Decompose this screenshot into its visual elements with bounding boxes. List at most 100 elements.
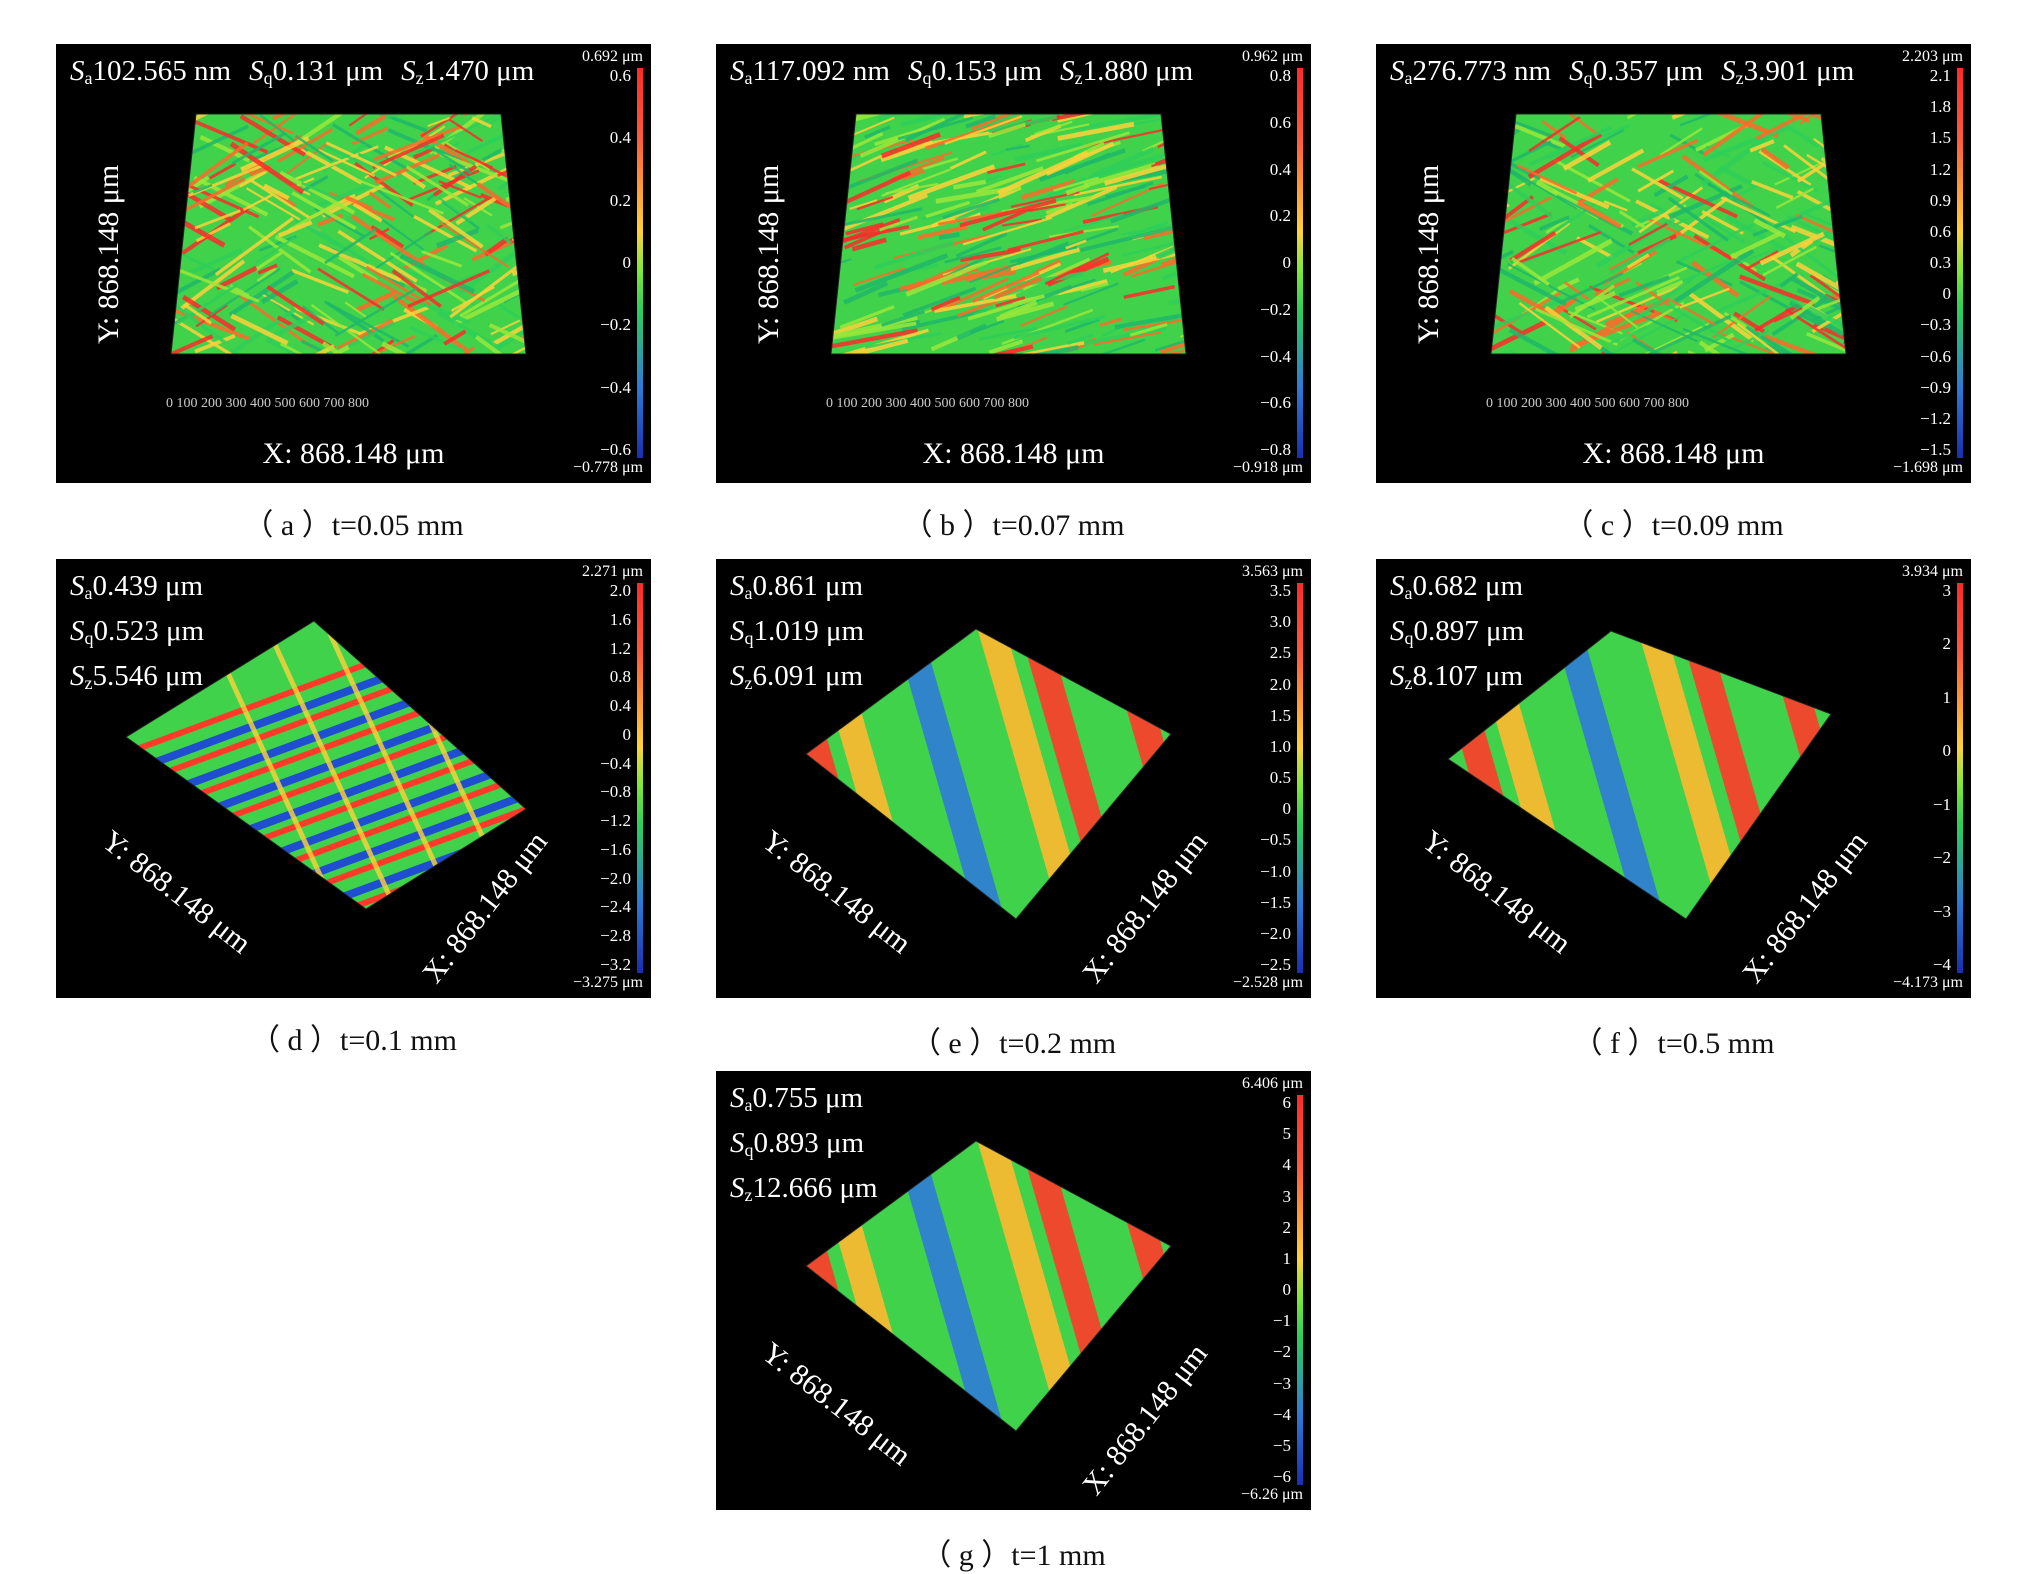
colorbar-tick-label: 0.2 <box>609 190 631 210</box>
caption-b: （ b ）t=0.07 mm <box>902 509 1125 542</box>
colorbar <box>1297 1095 1303 1485</box>
colorbar-tick-label: 3 <box>1942 581 1952 600</box>
x-axis-tick-labels: 0 100 200 300 400 500 600 700 800 <box>1486 396 1689 411</box>
colorbar-tick-label: 2.0 <box>1269 674 1291 694</box>
colorbar-min-label: −1.698 μm <box>1892 459 1963 476</box>
colorbar-tick-label: 0.6 <box>1929 221 1951 241</box>
y-axis-label: Y: 868.148 μm <box>752 164 785 344</box>
colorbar-tick-label: −2 <box>1932 848 1951 868</box>
roughness-value: Sz8.107 μm <box>1390 660 1524 693</box>
colorbar <box>1297 68 1303 458</box>
colorbar-max-label: 2.271 μm <box>581 563 643 580</box>
caption-a: （ a ）t=0.05 mm <box>243 509 464 542</box>
roughness-stats: Sa117.092 nm Sq0.153 μm Sz1.880 μm <box>730 52 1211 97</box>
colorbar-tick-label: 0.3 <box>1929 253 1951 272</box>
colorbar-tick-label: 2.1 <box>1929 66 1951 85</box>
colorbar-tick-label: 1.2 <box>609 638 631 658</box>
colorbar <box>1957 583 1963 973</box>
surface-panel-e: Sa0.861 μm Sq1.019 μm Sz6.091 μm 3.563 μm −2… <box>716 559 1311 998</box>
roughness-value: Sa0.682 μm <box>1390 570 1524 603</box>
colorbar-tick-label: −1.0 <box>1260 861 1291 881</box>
colorbar-tick-label: 2 <box>1942 634 1952 654</box>
roughness-stats: Sa0.682 μm Sq0.897 μm Sz8.107 μm <box>1390 567 1524 702</box>
roughness-value: Sq0.153 μm <box>907 55 1043 88</box>
colorbar-tick-label: 0 <box>1942 284 1952 304</box>
colorbar-tick-label: −3 <box>1932 901 1951 921</box>
colorbar-tick-label: 0 <box>1942 741 1952 761</box>
colorbar-min-label: −3.275 μm <box>572 974 643 991</box>
colorbar-tick-label: −0.4 <box>600 377 631 397</box>
roughness-value: Sq0.523 μm <box>70 615 205 648</box>
colorbar-tick-label: −1.2 <box>1920 408 1951 428</box>
surface-plot <box>830 113 1187 355</box>
colorbar-tick-label: −2.5 <box>1260 955 1291 974</box>
colorbar-tick-label: 6 <box>1282 1093 1292 1112</box>
colorbar-tick-label: 1.5 <box>1929 128 1951 148</box>
colorbar-tick-label: −0.9 <box>1920 377 1951 397</box>
colorbar-max-label: 0.962 μm <box>1241 48 1303 65</box>
colorbar-tick-label: −0.4 <box>600 753 631 773</box>
caption-f: （ f ）t=0.5 mm <box>1572 1027 1775 1060</box>
roughness-value: Sa0.439 μm <box>70 570 204 603</box>
roughness-value: Sa102.565 nm <box>70 55 232 88</box>
roughness-stats: Sa0.861 μm Sq1.019 μm Sz6.091 μm <box>730 567 864 702</box>
roughness-value: Sa0.861 μm <box>730 570 864 603</box>
colorbar-tick-label: −4 <box>1272 1404 1291 1424</box>
colorbar-tick-label: 1.2 <box>1929 159 1951 179</box>
surface-plot <box>805 628 1172 920</box>
colorbar-tick-label: −3.2 <box>600 955 631 974</box>
caption-e: （ e ）t=0.2 mm <box>910 1027 1117 1060</box>
roughness-value: Sq1.019 μm <box>730 615 865 648</box>
colorbar-ticks: 3 2 1 0 −1 −2 −3 −4 <box>1891 581 1952 974</box>
colorbar-max-label: 6.406 μm <box>1241 1075 1303 1092</box>
colorbar-tick-label: −2 <box>1272 1342 1291 1362</box>
colorbar-ticks: 0.8 0.6 0.4 0.2 0 −0.2 −0.4 −0.6 −0.8 <box>1231 66 1292 459</box>
colorbar-tick-label: 1.8 <box>1929 97 1951 117</box>
surface-plot <box>170 113 527 355</box>
colorbar-tick-label: 1.6 <box>609 609 631 629</box>
colorbar <box>637 583 643 973</box>
x-axis-label: X: 868.148 μm <box>922 437 1105 470</box>
surface-panel-d: Sa0.439 μm Sq0.523 μm Sz5.546 μm 2.271 μm −3… <box>56 559 651 998</box>
surface-plot <box>125 620 527 910</box>
colorbar-tick-label: −0.6 <box>600 440 631 459</box>
colorbar-tick-label: −2.4 <box>600 897 631 917</box>
roughness-value: Sz6.091 μm <box>730 660 864 693</box>
caption-g: （ g ）t=1 mm <box>921 1539 1106 1572</box>
surface-plot <box>1447 630 1832 920</box>
surface-panel-b: Sa117.092 nm Sq0.153 μm Sz1.880 μm 0.962 μm… <box>716 44 1311 483</box>
colorbar-tick-label: 0.8 <box>1269 66 1291 85</box>
roughness-value: Sa0.755 μm <box>730 1082 864 1115</box>
colorbar-tick-label: 0.2 <box>1269 206 1291 226</box>
colorbar-tick-label: 0.9 <box>1929 190 1951 210</box>
roughness-value: Sq0.893 μm <box>730 1127 865 1160</box>
colorbar-tick-label: −2.8 <box>600 926 631 946</box>
colorbar-tick-label: 0 <box>1282 253 1292 272</box>
colorbar-tick-label: −0.2 <box>1260 299 1291 319</box>
roughness-value: Sa117.092 nm <box>730 55 890 88</box>
colorbar <box>637 68 643 458</box>
colorbar-ticks: 6 5 4 3 2 1 0 −1 −2 −3 −4 −5 −6 <box>1231 1093 1292 1486</box>
colorbar-tick-label: −2.0 <box>600 868 631 888</box>
colorbar-tick-label: 4 <box>1282 1155 1292 1175</box>
roughness-stats: Sa0.755 μm Sq0.893 μm Sz12.666 μm <box>730 1079 878 1214</box>
colorbar-ticks: 0.6 0.4 0.2 0 −0.2 −0.4 −0.6 <box>571 66 632 459</box>
colorbar-tick-label: 0.4 <box>609 128 631 148</box>
colorbar-min-label: −2.528 μm <box>1232 974 1303 991</box>
colorbar-ticks: 3.5 3.0 2.5 2.0 1.5 1.0 0.5 0 −0.5 −1.0 −1.5 −2.0 −2… <box>1231 581 1292 974</box>
colorbar-tick-label: 3.5 <box>1269 581 1291 600</box>
colorbar-tick-label: −0.6 <box>1260 393 1291 413</box>
colorbar <box>1957 68 1963 458</box>
roughness-value: Sq0.357 μm <box>1569 55 1704 88</box>
colorbar-tick-label: 3 <box>1282 1186 1292 1206</box>
colorbar-min-label: −0.778 μm <box>572 459 643 476</box>
colorbar-tick-label: −0.6 <box>1920 346 1951 366</box>
y-axis-label: Y: 868.148 μm <box>1412 164 1445 344</box>
colorbar-tick-label: 0 <box>622 253 632 272</box>
colorbar-tick-label: 0 <box>1282 799 1292 819</box>
x-axis-label: X: 868.148 μm <box>262 437 445 470</box>
colorbar-tick-label: 2.0 <box>609 581 631 600</box>
colorbar-tick-label: −1 <box>1932 794 1951 814</box>
colorbar-tick-label: −0.8 <box>1260 440 1291 459</box>
x-axis-tick-labels: 0 100 200 300 400 500 600 700 800 <box>826 396 1029 411</box>
